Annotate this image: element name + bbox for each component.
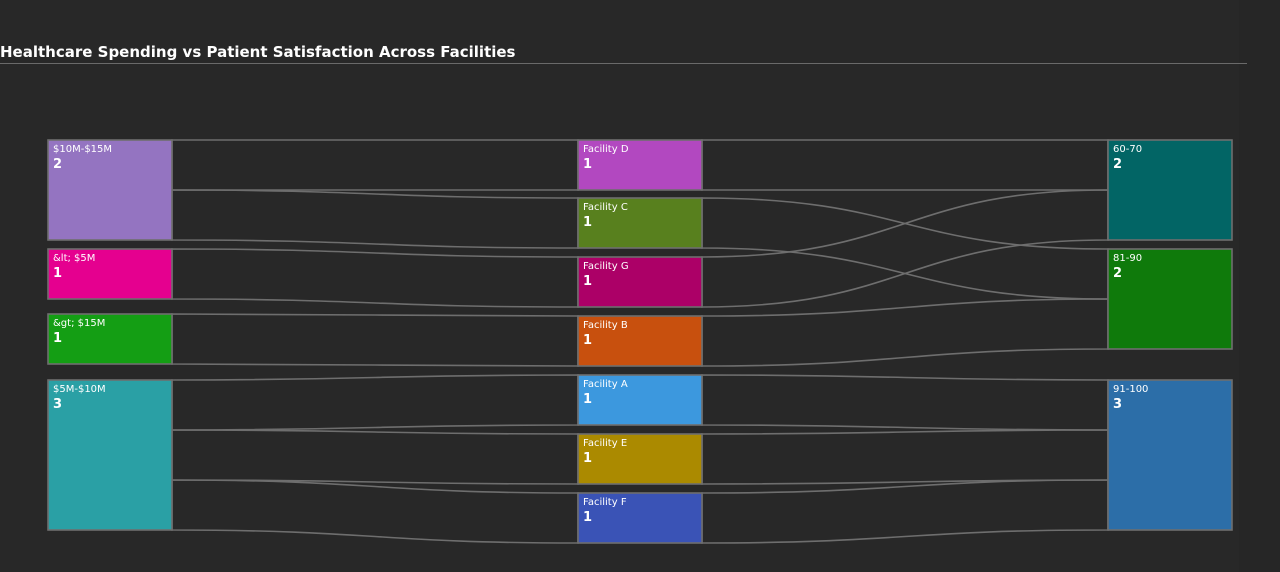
link-fB-r81_90[interactable] bbox=[701, 298, 1109, 367]
link-s5_10-fF[interactable] bbox=[171, 479, 579, 544]
link-fA-r91_100[interactable] bbox=[701, 374, 1109, 431]
node-r91_100[interactable]: 91-100 3 bbox=[1107, 379, 1233, 531]
node-label: Facility D bbox=[583, 144, 629, 155]
node-r60_70[interactable]: 60-70 2 bbox=[1107, 139, 1233, 241]
node-s5_10[interactable]: $5M-$10M 3 bbox=[47, 379, 173, 531]
link-s5_10-fE[interactable] bbox=[171, 429, 579, 485]
node-label: $10M-$15M bbox=[53, 144, 112, 155]
node-fE[interactable]: Facility E 1 bbox=[577, 433, 703, 485]
node-value: 3 bbox=[1113, 397, 1122, 412]
sankey-nodes: $10M-$15M 2&lt; $5M 1&gt; $15M 1 $5M-$10M 3 Fa… bbox=[47, 139, 1233, 544]
node-value: 1 bbox=[583, 510, 592, 525]
link-fC-r81_90[interactable] bbox=[701, 197, 1109, 300]
node-label: &gt; $15M bbox=[53, 318, 105, 329]
node-fD[interactable]: Facility D 1 bbox=[577, 139, 703, 191]
node-value: 1 bbox=[583, 451, 592, 466]
node-label: Facility A bbox=[583, 379, 628, 390]
node-rect[interactable] bbox=[1107, 139, 1233, 241]
node-rect[interactable] bbox=[47, 379, 173, 531]
node-label: $5M-$10M bbox=[53, 384, 106, 395]
title-divider bbox=[0, 63, 1247, 64]
node-value: 3 bbox=[53, 397, 62, 412]
node-slt5[interactable]: &lt; $5M 1 bbox=[47, 248, 173, 300]
node-value: 2 bbox=[1113, 157, 1122, 172]
node-label: &lt; $5M bbox=[53, 253, 95, 264]
node-label: Facility C bbox=[583, 202, 628, 213]
node-rect[interactable] bbox=[47, 139, 173, 241]
node-value: 1 bbox=[583, 157, 592, 172]
link-s5_10-fA[interactable] bbox=[171, 374, 579, 431]
node-value: 1 bbox=[583, 215, 592, 230]
node-rect[interactable] bbox=[47, 313, 173, 365]
node-rect[interactable] bbox=[1107, 379, 1233, 531]
node-value: 2 bbox=[1113, 266, 1122, 281]
link-fF-r91_100[interactable] bbox=[701, 479, 1109, 544]
node-r81_90[interactable]: 81-90 2 bbox=[1107, 248, 1233, 350]
node-rect[interactable] bbox=[1107, 248, 1233, 350]
node-value: 2 bbox=[53, 157, 62, 172]
node-fF[interactable]: Facility F 1 bbox=[577, 492, 703, 544]
node-rect[interactable] bbox=[577, 256, 703, 308]
node-value: 1 bbox=[53, 266, 62, 281]
link-fE-r91_100[interactable] bbox=[701, 429, 1109, 485]
node-rect[interactable] bbox=[577, 197, 703, 249]
node-value: 1 bbox=[583, 274, 592, 289]
node-label: Facility F bbox=[583, 497, 627, 508]
node-sgt15[interactable]: &gt; $15M 1 bbox=[47, 313, 173, 365]
node-rect[interactable] bbox=[577, 374, 703, 426]
link-fG-r60_70[interactable] bbox=[701, 189, 1109, 308]
node-rect[interactable] bbox=[577, 315, 703, 367]
node-label: Facility E bbox=[583, 438, 627, 449]
node-fG[interactable]: Facility G 1 bbox=[577, 256, 703, 308]
link-slt5-fG[interactable] bbox=[171, 248, 579, 308]
node-label: 91-100 bbox=[1113, 384, 1148, 395]
node-rect[interactable] bbox=[577, 139, 703, 191]
node-rect[interactable] bbox=[577, 492, 703, 544]
link-sgt15-fB[interactable] bbox=[171, 313, 579, 367]
chart-title: Healthcare Spending vs Patient Satisfact… bbox=[0, 43, 516, 61]
node-label: 60-70 bbox=[1113, 144, 1142, 155]
node-label: Facility G bbox=[583, 261, 629, 272]
link-s10_15-fD[interactable] bbox=[171, 139, 579, 191]
node-rect[interactable] bbox=[577, 433, 703, 485]
node-fB[interactable]: Facility B 1 bbox=[577, 315, 703, 367]
node-fC[interactable]: Facility C 1 bbox=[577, 197, 703, 249]
node-value: 1 bbox=[53, 331, 62, 346]
node-s10_15[interactable]: $10M-$15M 2 bbox=[47, 139, 173, 241]
node-value: 1 bbox=[583, 392, 592, 407]
link-fD-r60_70[interactable] bbox=[701, 139, 1109, 191]
node-label: 81-90 bbox=[1113, 253, 1142, 264]
node-label: Facility B bbox=[583, 320, 628, 331]
link-s10_15-fC[interactable] bbox=[171, 189, 579, 249]
node-fA[interactable]: Facility A 1 bbox=[577, 374, 703, 426]
node-rect[interactable] bbox=[47, 248, 173, 300]
node-value: 1 bbox=[583, 333, 592, 348]
